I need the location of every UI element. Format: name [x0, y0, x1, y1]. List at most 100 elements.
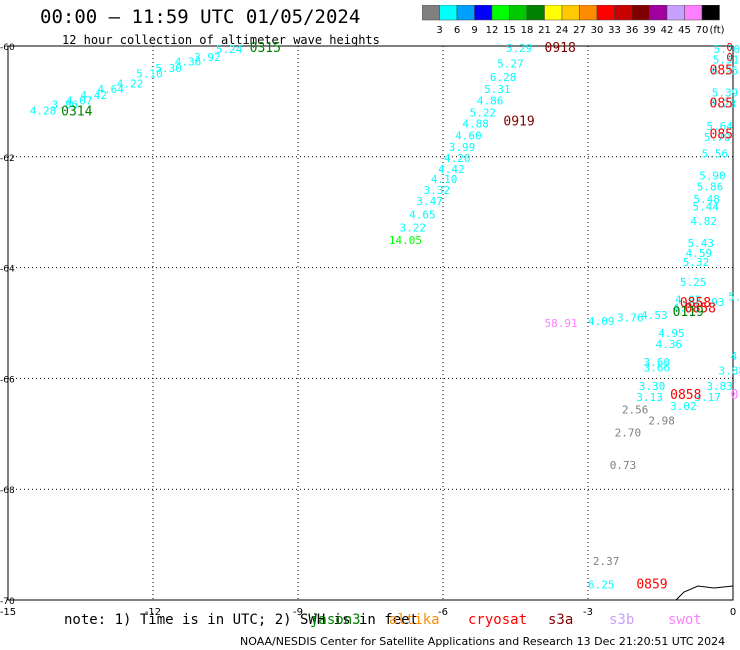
wave-height-value: 3.88: [719, 365, 740, 378]
wave-height-value: 5.22: [470, 106, 497, 119]
pass-time-label: 0858: [685, 302, 716, 317]
wave-height-value: 5.51: [713, 53, 740, 66]
wave-height-value: 2.98: [648, 415, 675, 428]
wave-height-value: 5.56: [702, 147, 729, 160]
satellite-cryosat: cryosat: [468, 612, 528, 628]
wave-height-value: 3.92: [194, 51, 221, 64]
wave-height-value: 5.24: [216, 43, 243, 56]
wave-height-value: 3.32: [424, 184, 451, 197]
wave-height-value: 6.25: [588, 578, 615, 591]
wave-height-value: 4.22: [117, 78, 144, 91]
pass-time-label: 085: [710, 128, 733, 143]
wave-height-value: 5.90: [699, 170, 726, 183]
wave-height-value: 6.25: [712, 64, 739, 77]
pass-time-label: 0859: [636, 577, 667, 592]
wave-height-value: 2.70: [615, 427, 642, 440]
satellite-jason3: jason3: [310, 612, 361, 628]
wave-height-value: 5.32: [683, 256, 710, 269]
legend-label: 45: [678, 25, 691, 36]
wave-height-value: 4.82: [690, 215, 717, 228]
wave-height-value: 0: [726, 41, 733, 54]
legend-label: 9: [471, 25, 477, 36]
wave-height-value: 3.66: [644, 361, 671, 374]
wave-height-value: 3.30: [639, 380, 666, 393]
y-tick-label: -66: [0, 375, 15, 385]
legend-label: 18: [521, 25, 534, 36]
legend-label: 39: [643, 25, 656, 36]
x-tick-label: -9: [293, 607, 303, 618]
wave-height-value: 58.91: [545, 317, 578, 330]
wave-height-value: 3.76: [617, 311, 644, 324]
wave-height-value: 4.5: [731, 350, 740, 363]
wave-height-value: 4.60: [455, 130, 482, 143]
wave-height-value: 5.43: [688, 237, 715, 250]
wave-height-value: 4.36: [175, 56, 202, 69]
x-tick-label: -12: [145, 607, 161, 618]
wave-height-value: 4.42: [81, 89, 108, 102]
legend-label: 42: [661, 25, 674, 36]
wave-height-value: 5.25: [680, 276, 707, 289]
wave-height-value: 4.10: [431, 173, 458, 186]
satellite-s3b: s3b: [609, 612, 635, 628]
wave-height-value: 2.56: [622, 403, 649, 416]
chart-subtitle: 12 hour collection of altimeter wave hei…: [62, 33, 380, 47]
pass-time-label: 085: [710, 63, 733, 78]
x-tick-label: -6: [438, 607, 448, 618]
legend-label: 24: [556, 25, 569, 36]
wave-height-value: 3.47: [416, 195, 443, 208]
wave-height-value: 4.86: [477, 94, 504, 107]
legend-label: 27: [573, 25, 586, 36]
wave-height-value: 3.99: [449, 141, 476, 154]
wave-height-value: 2.37: [593, 555, 620, 568]
wave-height-value: 3.17: [694, 391, 721, 404]
chart-title: 00:00 – 11:59 UTC 01/05/2024: [40, 6, 361, 28]
satellite-s3a: s3a: [548, 612, 574, 628]
wave-height-value: 4.59: [686, 247, 713, 260]
wave-height-value: 4.92: [675, 294, 702, 307]
wave-height-value: 4.53: [641, 309, 668, 322]
wave-height-value: 5.39: [712, 87, 739, 100]
color-legend: 3 6 9 12 15 18 21 24 27 30 33 36 39 42 45 70 (ft): [422, 5, 725, 36]
y-tick-label: -62: [0, 154, 15, 164]
wave-height-value: 4.88: [673, 301, 700, 314]
wave-height-value: 3.60: [644, 356, 671, 369]
x-tick-label: -15: [0, 607, 16, 618]
wave-height-value: 5.44: [692, 201, 719, 214]
y-tick-label: -70: [0, 597, 15, 607]
legend-label: 12: [486, 25, 499, 36]
wave-height-value: 5.31: [484, 83, 511, 96]
wave-height-value: 5.86: [697, 181, 724, 194]
wave-height-value: 93: [711, 296, 724, 309]
pass-time-label: 0315: [250, 41, 281, 56]
wave-height-value: 14.05: [389, 234, 422, 247]
wave-height-value: 4.20: [444, 152, 471, 165]
wave-height-value: 4.64: [97, 83, 124, 96]
y-tick-label: -68: [0, 486, 15, 496]
legend-label: 70: [696, 25, 709, 36]
legend-label: 21: [538, 25, 551, 36]
wave-height-value: 4.07: [66, 94, 93, 107]
x-tick-label: 0: [730, 607, 736, 618]
y-tick-label: -60: [0, 43, 15, 53]
wave-height-value: 5.70: [704, 131, 731, 144]
note-text: note: 1) Time is in UTC; 2) SWH is in fe…: [64, 612, 419, 628]
legend-label: 3: [436, 25, 442, 36]
wave-height-value: 3.02: [670, 400, 697, 413]
wave-height-value: 3.86: [52, 99, 79, 112]
wave-height-value: 0.73: [610, 459, 637, 472]
wave-height-value: 6.23: [710, 98, 737, 111]
wave-height-value: 5.4: [728, 290, 740, 303]
legend-unit: (ft): [710, 25, 725, 36]
legend-label: 30: [591, 25, 604, 36]
wave-height-value: 3.13: [636, 391, 663, 404]
wave-height-value: 4.88: [462, 118, 489, 131]
legend-label: 36: [626, 25, 639, 36]
wave-height-value: 5.48: [693, 193, 720, 206]
pass-time-label: 0919: [503, 114, 534, 129]
wave-height-value: 5.70: [714, 43, 740, 56]
wave-height-value: 5.30: [155, 62, 182, 75]
satellite-altika: altika: [389, 612, 440, 628]
wave-height-value: 4.36: [656, 338, 683, 351]
satellite-swot: swot: [668, 612, 702, 628]
